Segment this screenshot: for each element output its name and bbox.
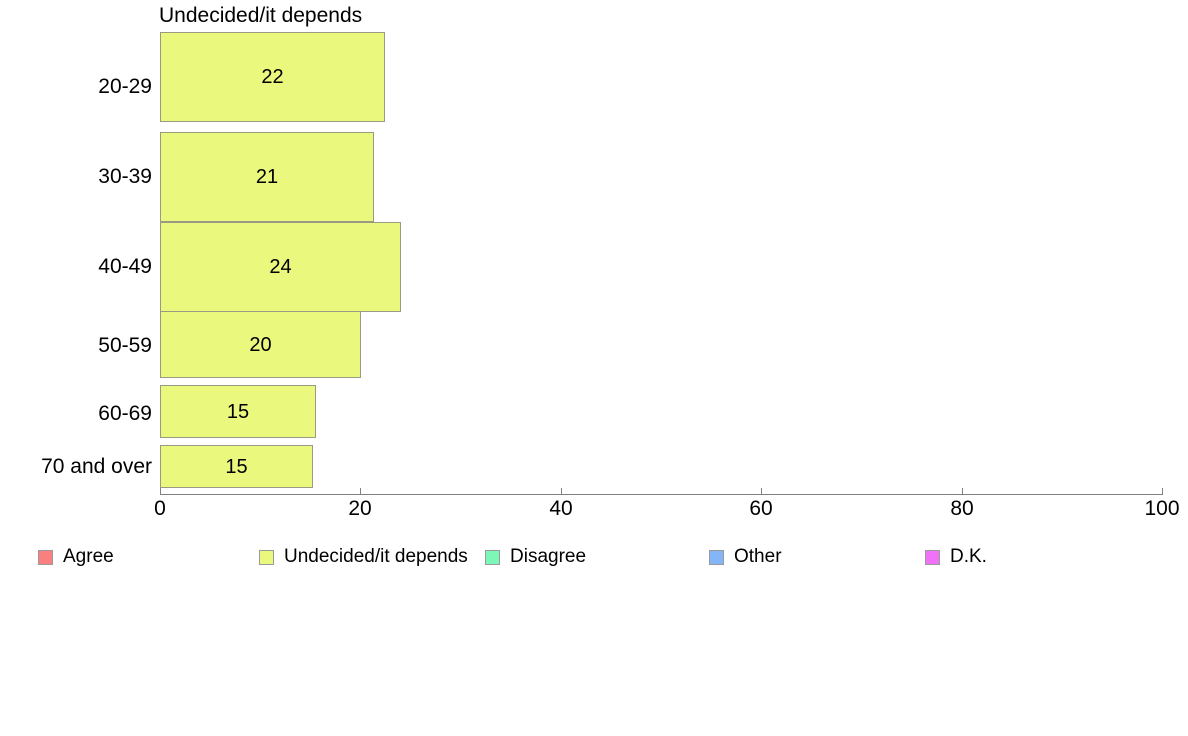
chart-legend: Agree Undecided/it depends Disagree Othe… (0, 544, 1188, 574)
x-axis: 0 20 40 60 80 100 (154, 488, 1180, 534)
legend-item-undecided[interactable]: Undecided/it depends (259, 544, 468, 570)
legend-item-dk[interactable]: D.K. (925, 544, 987, 570)
plot-area: 22 21 24 20 15 15 (160, 32, 1163, 494)
bar-value-50-59: 20 (249, 333, 272, 356)
y-axis-label-40-49: 40-49 (98, 255, 152, 278)
legend-swatch-icon-undecided (259, 549, 274, 565)
legend-label-dk: D.K. (950, 546, 987, 567)
x-axis-tick-20 (360, 488, 361, 494)
chart-title: Undecided/it depends (159, 4, 363, 27)
bar-60-69[interactable] (160, 385, 316, 438)
y-axis-category-labels: 20-29 30-39 40-49 50-59 60-69 70 and ove… (0, 32, 152, 494)
legend-swatch-icon-other (709, 549, 724, 565)
bar-value-20-29: 22 (261, 66, 284, 88)
x-axis-tick-label-40: 40 (549, 497, 573, 520)
x-axis-tick-label-100: 100 (1144, 497, 1180, 520)
x-axis-tick-40 (561, 488, 562, 494)
y-axis-label-50-59: 50-59 (98, 334, 152, 357)
legend-item-other[interactable]: Other (709, 544, 782, 570)
bar-70-and-over[interactable] (160, 445, 313, 488)
legend-swatch-icon-dk (925, 549, 940, 565)
legend-swatch-icon-agree (38, 549, 53, 565)
bar-value-40-49: 24 (269, 256, 292, 278)
y-axis-label-20-29: 20-29 (98, 75, 152, 98)
y-axis-label-70-and-over: 70 and over (41, 455, 152, 478)
legend-swatch-icon-disagree (485, 549, 500, 565)
legend-item-agree[interactable]: Agree (38, 544, 114, 570)
x-axis-tick-60 (761, 488, 762, 494)
x-axis-line (160, 494, 1163, 495)
x-axis-tick-100 (1162, 488, 1163, 494)
y-axis-label-60-69: 60-69 (98, 402, 152, 425)
legend-label-agree: Agree (63, 546, 114, 567)
y-axis-label-30-39: 30-39 (98, 165, 152, 188)
legend-label-disagree: Disagree (510, 546, 587, 567)
x-axis-tick-0 (160, 488, 161, 494)
bar-value-70-and-over: 15 (225, 455, 248, 478)
bar-30-39[interactable] (160, 132, 374, 222)
bar-50-59[interactable] (160, 311, 361, 378)
bar-40-49[interactable] (160, 222, 401, 312)
legend-item-disagree[interactable]: Disagree (485, 544, 586, 570)
x-axis-tick-label-20: 20 (348, 497, 372, 520)
legend-label-other: Other (734, 546, 782, 567)
x-axis-tick-label-80: 80 (950, 497, 974, 520)
x-axis-tick-80 (962, 488, 963, 494)
bar-value-30-39: 21 (255, 166, 279, 188)
bar-20-29[interactable] (160, 32, 385, 122)
x-axis-tick-label-60: 60 (749, 497, 773, 520)
x-axis-tick-label-0: 0 (154, 497, 166, 520)
bar-value-60-69: 15 (226, 400, 250, 423)
legend-label-undecided: Undecided/it depends (284, 546, 468, 567)
